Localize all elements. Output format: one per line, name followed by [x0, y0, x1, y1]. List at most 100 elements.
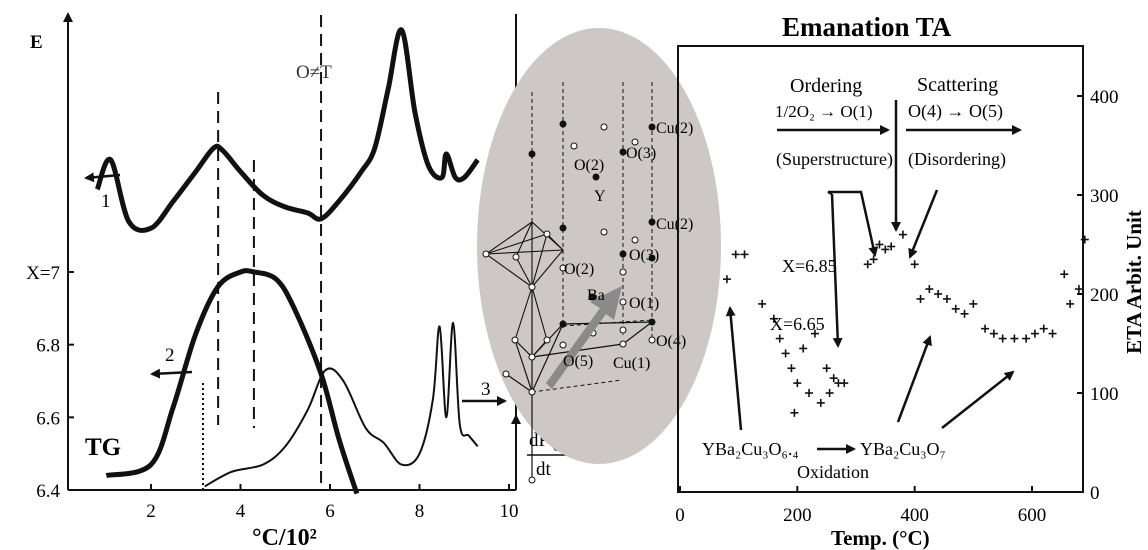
scatter-point: [825, 389, 834, 397]
label-o1: O(1): [629, 295, 659, 312]
scatter-point: [790, 408, 799, 417]
label-o2-mid: O(2): [564, 261, 594, 278]
ordering-reaction: 1/2O₂ → O(1): [775, 102, 873, 121]
right-plot-frame: [677, 45, 1084, 493]
right-y-tick-label: 100: [1090, 384, 1119, 405]
ordering-label: Ordering: [790, 75, 862, 97]
scatter-point: [775, 334, 784, 343]
right-x-tick-label: 600: [1018, 505, 1047, 526]
atoms: [482, 120, 656, 484]
label-y: Y: [594, 188, 606, 205]
right-y-ticks: 0 100 200 300 400: [1077, 87, 1119, 504]
scatter-point: [875, 240, 884, 249]
scatter-point: [1066, 299, 1075, 308]
right-chart-title: Emanation TA: [782, 12, 952, 42]
scatter-point: [793, 379, 802, 388]
scatter-point: [1080, 235, 1089, 244]
scatter-point: [951, 304, 960, 313]
scatter-point: [758, 299, 767, 308]
left-x-tick-label: 6: [325, 501, 335, 522]
label-o4: O(4): [656, 333, 686, 350]
left-x-tick-label: 4: [236, 501, 246, 522]
left-x-tick-label: 10: [500, 501, 519, 522]
right-panel: Emanation TA 0 200 400 600 0 100 200 300 400 Te…: [675, 12, 1146, 550]
scatter-point: [1022, 334, 1031, 343]
right-y-axis-title: ETA Arbit. Unit: [1122, 210, 1146, 354]
scatter-point: [840, 379, 849, 388]
scatter-point: [1030, 329, 1039, 338]
scatter-point: [898, 230, 907, 239]
left-y-ticks: X=7 6.8 6.6 6.4: [26, 263, 74, 502]
right-x-tick-label: 0: [675, 505, 685, 526]
left-y-tick-label: 6.4: [36, 481, 60, 502]
left-x-ticks: 2 4 6 8 10: [146, 484, 519, 522]
curve-2-label: 2: [165, 345, 175, 366]
scatter-point: [916, 294, 925, 303]
left-x-tick-label: 8: [415, 501, 425, 522]
superstructure-label: (Superstructure): [776, 149, 893, 170]
right-y-tick-label: 0: [1090, 483, 1100, 504]
curve-3-label: 3: [481, 379, 491, 400]
left-x-tick-label: 2: [146, 501, 156, 522]
e-axis-label: E: [30, 32, 43, 53]
scatter-point: [1060, 270, 1069, 279]
scatter-point: [816, 398, 825, 407]
scatter-point: [863, 260, 872, 269]
structure-ellipse: [477, 28, 721, 464]
left-y-tick-label: X=7: [26, 263, 60, 284]
right-y-tick-label: 400: [1090, 87, 1119, 108]
scatter-point: [822, 364, 831, 373]
scatter-point: [781, 349, 790, 358]
scatter-point: [960, 309, 969, 318]
right-y-tick-label: 300: [1090, 186, 1119, 207]
scatter-point: [934, 290, 943, 298]
scatter-point: [969, 299, 978, 308]
scatter-point: [810, 329, 819, 338]
series-line-curve-1: [94, 27, 480, 233]
label-o2-top: O(2): [574, 157, 604, 174]
arrow-superstructure-to-x685: [827, 190, 879, 257]
curve-1-arrow: [84, 172, 121, 183]
dashed-markers: [217, 15, 323, 488]
scatter-point: [731, 250, 740, 259]
dp-denominator: dt: [536, 459, 552, 480]
left-panel: E 2 4 6 8 10 X=7 6.8 6.6 6.4 °C/10² 1 2 3 O≠T T…: [26, 12, 566, 550]
label-cu2-mid: Cu(2): [656, 216, 693, 233]
crystal-structure: Cu(2) O(3) O(2) Y Cu(2) O(3) O(2) Ba O(1…: [477, 28, 721, 484]
scatter-point: [910, 260, 919, 269]
scatter-point: [787, 364, 796, 373]
scatter-point: [799, 344, 808, 353]
x665-label: X=6.65: [770, 314, 825, 334]
pyramid-polyhedron: [485, 221, 564, 358]
label-o3-mid: O(3): [629, 247, 659, 264]
scatter-point: [829, 374, 838, 383]
x685-label: X=6.85: [782, 256, 837, 276]
scatter-point: [740, 250, 749, 259]
scatter-point: [925, 285, 934, 294]
label-cu2-top: Cu(2): [656, 120, 693, 137]
series-line-curve-3: [204, 321, 479, 488]
scatter-point: [881, 245, 890, 254]
curve-1-label: 1: [101, 191, 111, 212]
label-o3-top: O(3): [626, 145, 656, 162]
right-x-axis-title: Temp. (°C): [831, 526, 930, 550]
right-y-tick-label: 200: [1090, 285, 1119, 306]
scattering-label: Scattering: [917, 74, 998, 96]
label-cu1: Cu(1): [613, 355, 650, 372]
curve-2-arrow: [150, 368, 193, 379]
right-x-tick-label: 200: [783, 505, 812, 526]
scatter-point: [1074, 285, 1083, 294]
scatter-point: [1010, 334, 1019, 343]
tg-label: TG: [85, 434, 121, 461]
scatter-point: [998, 334, 1007, 343]
scatter-point: [869, 255, 878, 264]
left-x-axis-title: °C/10²: [252, 525, 317, 550]
ybco64-label: YBa₂Cu₃O₆.₄: [702, 439, 799, 459]
oxidation-label: Oxidation: [797, 462, 869, 482]
right-x-ticks: 0 200 400 600: [675, 486, 1046, 526]
scatter-point: [981, 324, 990, 333]
scatter-point: [769, 314, 778, 323]
arrow-ybco7-right: [941, 370, 1015, 429]
scatter-point: [805, 389, 814, 397]
